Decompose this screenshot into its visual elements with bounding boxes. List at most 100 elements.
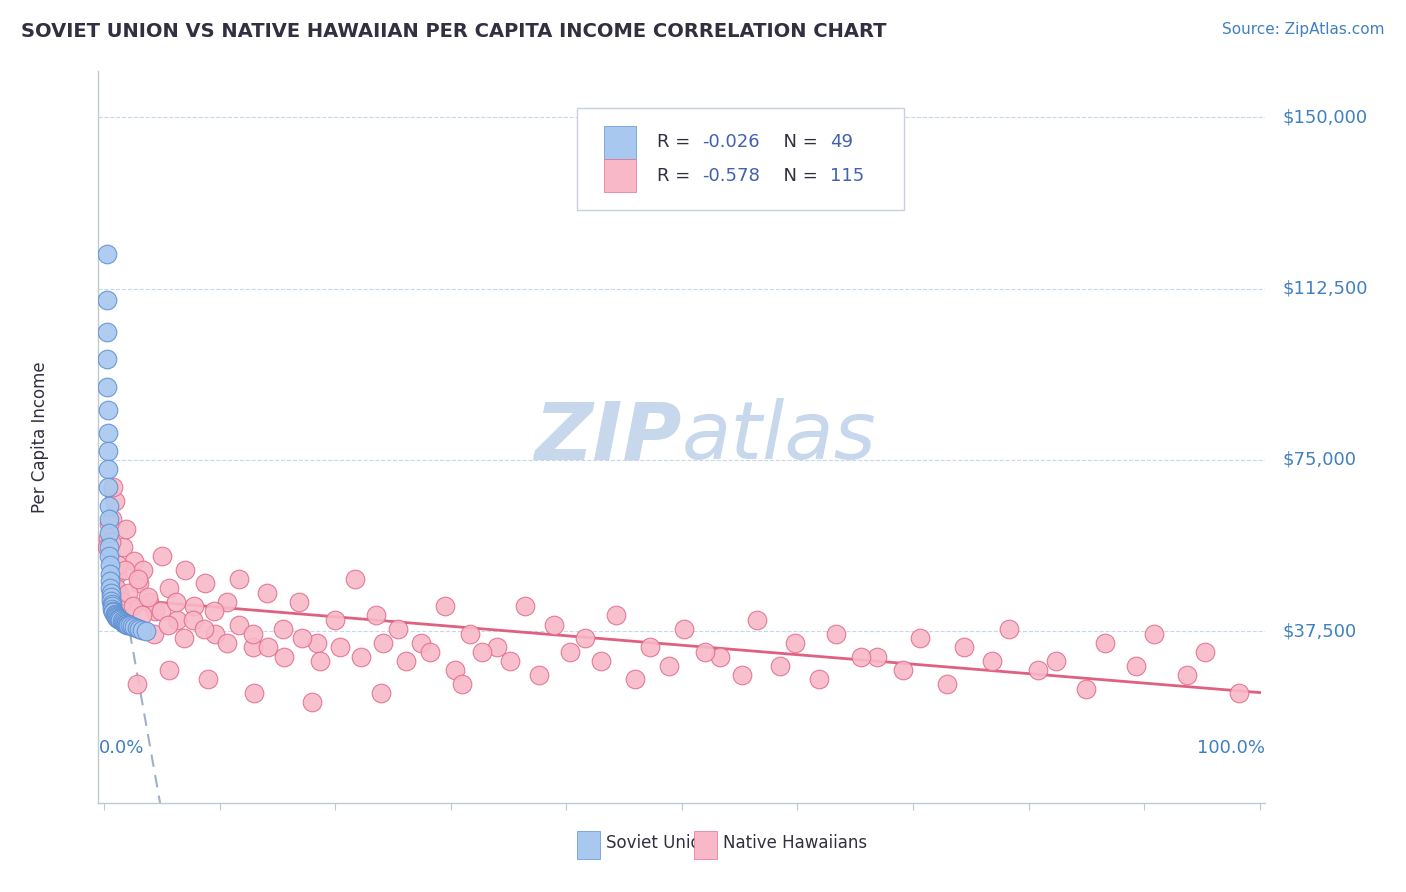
Point	[908, 632, 931, 646]
Point	[111, 615, 134, 629]
FancyBboxPatch shape	[576, 831, 600, 859]
Point	[97, 462, 120, 476]
Point	[824, 626, 846, 640]
Point	[1175, 667, 1198, 681]
Point	[143, 604, 166, 618]
Point	[543, 617, 565, 632]
Point	[96, 293, 118, 307]
Point	[97, 516, 120, 531]
Point	[387, 622, 409, 636]
Point	[419, 645, 441, 659]
Point	[97, 526, 120, 541]
Text: N =: N =	[772, 133, 824, 152]
Point	[96, 352, 118, 367]
Point	[110, 594, 132, 608]
Point	[558, 645, 581, 659]
Text: Source: ZipAtlas.com: Source: ZipAtlas.com	[1222, 22, 1385, 37]
Text: 100.0%: 100.0%	[1198, 739, 1265, 756]
Point	[935, 677, 957, 691]
Text: -0.026: -0.026	[702, 133, 759, 152]
Point	[309, 654, 332, 668]
FancyBboxPatch shape	[603, 160, 637, 193]
Point	[471, 645, 494, 659]
Point	[128, 622, 150, 636]
Point	[228, 572, 250, 586]
Point	[242, 640, 264, 655]
Point	[104, 607, 127, 622]
Point	[271, 622, 294, 636]
Point	[1143, 626, 1166, 640]
Point	[709, 649, 731, 664]
Point	[499, 654, 522, 668]
Point	[288, 594, 311, 608]
Text: R =: R =	[658, 133, 696, 152]
Point	[108, 612, 131, 626]
Point	[98, 574, 121, 588]
Point	[98, 581, 121, 595]
Point	[105, 610, 128, 624]
Point	[108, 585, 131, 599]
Point	[132, 563, 155, 577]
Point	[1194, 645, 1216, 659]
Point	[658, 658, 681, 673]
Point	[257, 640, 280, 655]
Point	[808, 673, 831, 687]
Point	[434, 599, 457, 614]
Point	[97, 549, 120, 563]
Point	[110, 613, 132, 627]
Point	[849, 649, 872, 664]
Point	[97, 425, 120, 440]
Point	[138, 594, 160, 608]
Point	[215, 636, 238, 650]
Point	[329, 640, 352, 655]
Point	[96, 540, 118, 554]
Point	[136, 590, 159, 604]
Point	[273, 649, 295, 664]
Point	[409, 636, 432, 650]
Point	[103, 480, 125, 494]
Point	[769, 658, 792, 673]
Point	[291, 632, 314, 646]
Point	[112, 615, 135, 630]
Point	[193, 622, 215, 636]
Point	[121, 619, 143, 633]
Point	[157, 581, 180, 595]
Point	[118, 618, 141, 632]
Point	[103, 605, 125, 619]
Point	[131, 608, 153, 623]
Point	[98, 544, 121, 558]
Point	[122, 599, 145, 614]
Text: $150,000: $150,000	[1282, 108, 1368, 126]
Text: N =: N =	[772, 167, 824, 185]
Point	[115, 521, 138, 535]
Text: Per Capita Income: Per Capita Income	[31, 361, 49, 513]
Point	[96, 325, 118, 339]
Point	[98, 567, 121, 582]
Point	[1125, 658, 1147, 673]
Point	[101, 599, 124, 614]
Text: SOVIET UNION VS NATIVE HAWAIIAN PER CAPITA INCOME CORRELATION CHART: SOVIET UNION VS NATIVE HAWAIIAN PER CAPI…	[21, 22, 887, 41]
FancyBboxPatch shape	[576, 108, 904, 211]
Text: atlas: atlas	[682, 398, 877, 476]
Text: -0.578: -0.578	[702, 167, 759, 185]
Point	[527, 667, 550, 681]
Point	[149, 604, 172, 618]
Point	[350, 649, 373, 664]
Point	[1094, 636, 1116, 650]
Text: Native Hawaiians: Native Hawaiians	[723, 834, 868, 852]
Point	[204, 626, 226, 640]
Point	[142, 626, 165, 640]
Point	[364, 608, 387, 623]
Point	[118, 599, 141, 614]
Point	[953, 640, 976, 655]
Point	[103, 604, 125, 618]
Point	[100, 585, 122, 599]
Point	[117, 618, 139, 632]
Point	[745, 613, 768, 627]
Point	[97, 480, 120, 494]
Point	[127, 572, 149, 586]
Point	[574, 632, 596, 646]
Point	[256, 585, 278, 599]
Point	[97, 499, 120, 513]
Text: ZIP: ZIP	[534, 398, 682, 476]
